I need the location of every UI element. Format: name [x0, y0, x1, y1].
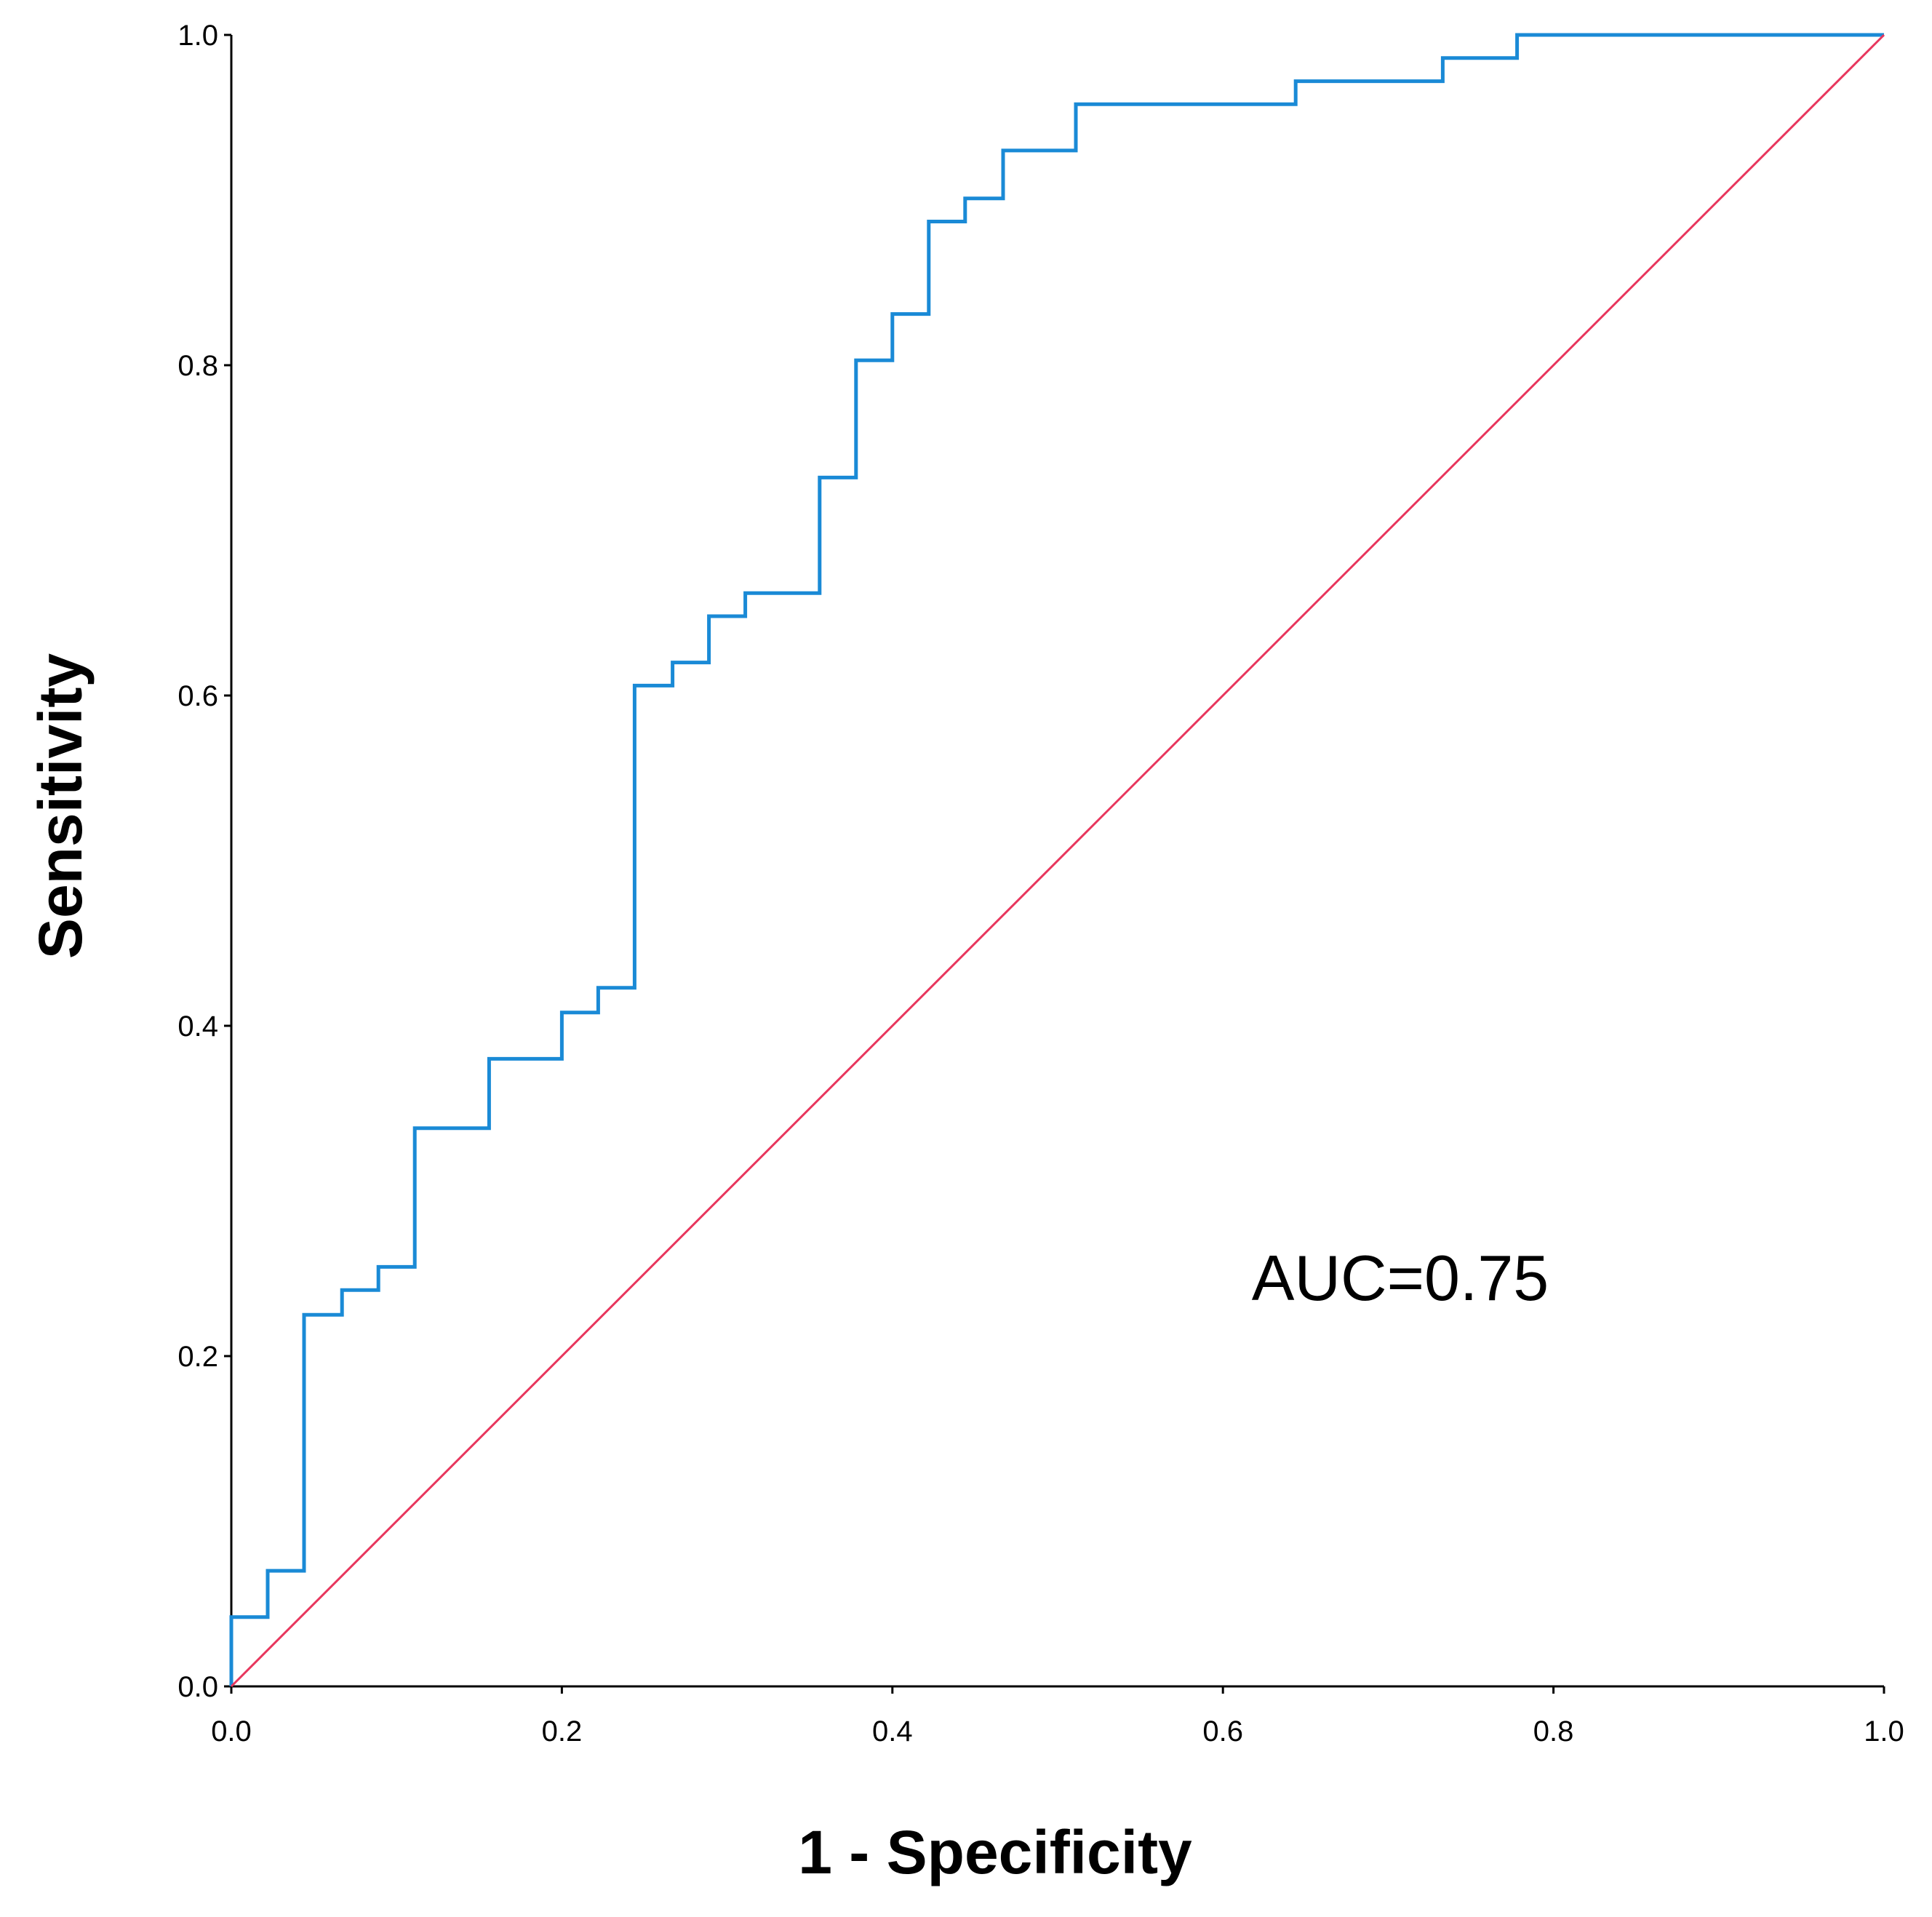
y-axis-title: Sensitivity: [26, 653, 95, 959]
y-tick-label: 0.4: [177, 1011, 218, 1043]
y-tick-label: 0.8: [177, 350, 218, 382]
x-tick-label: 0.2: [542, 1715, 583, 1747]
y-tick-label: 0.2: [177, 1341, 218, 1373]
axes: [230, 35, 1884, 1688]
x-tick-label: 0.8: [1533, 1715, 1574, 1747]
x-axis-title: 1 - Specificity: [798, 1818, 1192, 1886]
y-tick-label: 1.0: [177, 20, 218, 52]
ticks: 0.0 0.2 0.4 0.6 0.8 1.0 0.0 0.2 0.4 0.6 0.8 1.0: [177, 20, 1904, 1747]
series-group: [229, 33, 1885, 1688]
y-tick-label: 0.6: [177, 680, 218, 712]
x-tick-label: 0.0: [211, 1715, 252, 1747]
x-tick-label: 0.6: [1202, 1715, 1243, 1747]
auc-annotation: AUC=0.75: [1252, 1242, 1549, 1314]
reference-line: [230, 33, 1885, 1688]
x-tick-label: 0.4: [872, 1715, 913, 1747]
roc-curve: [229, 33, 1884, 1686]
y-tick-label: 0.0: [177, 1671, 218, 1703]
x-tick-label: 1.0: [1864, 1715, 1904, 1747]
